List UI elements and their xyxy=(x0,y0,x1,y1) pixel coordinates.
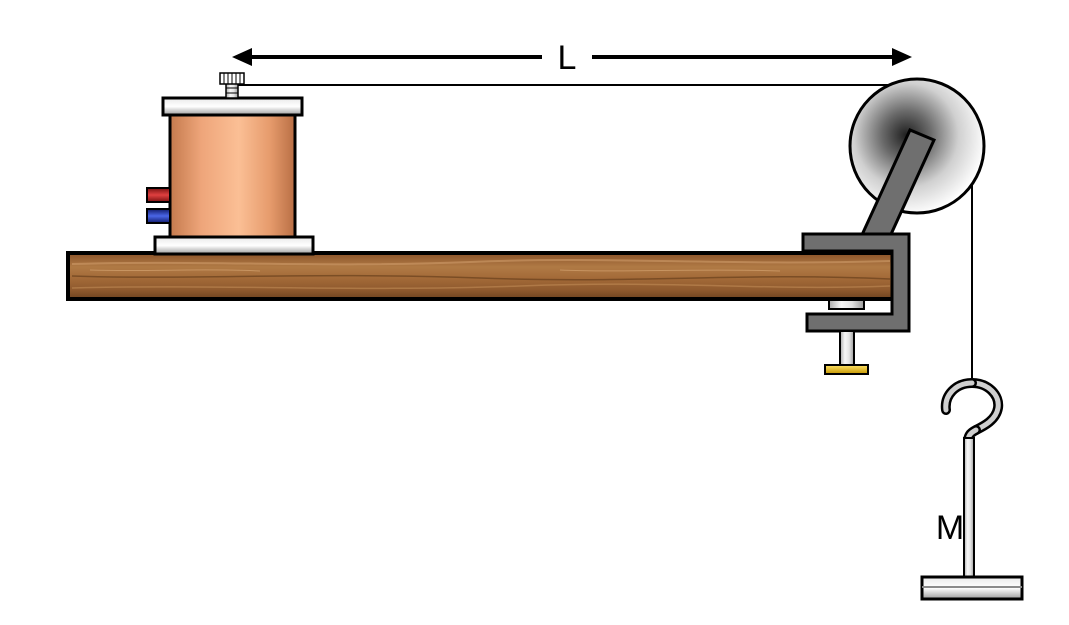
length-indicator: L xyxy=(232,39,912,77)
table-clamp xyxy=(801,128,937,375)
mass-label: M xyxy=(936,509,964,547)
hanging-mass: M xyxy=(920,378,1024,601)
clamp-knob xyxy=(824,364,869,375)
red-terminal xyxy=(146,187,171,203)
wooden-board xyxy=(66,251,896,301)
solenoid-coil xyxy=(146,72,315,256)
string xyxy=(232,84,973,383)
blue-terminal xyxy=(146,208,171,224)
adjustment-screw xyxy=(219,72,245,99)
length-label: L xyxy=(558,39,577,77)
